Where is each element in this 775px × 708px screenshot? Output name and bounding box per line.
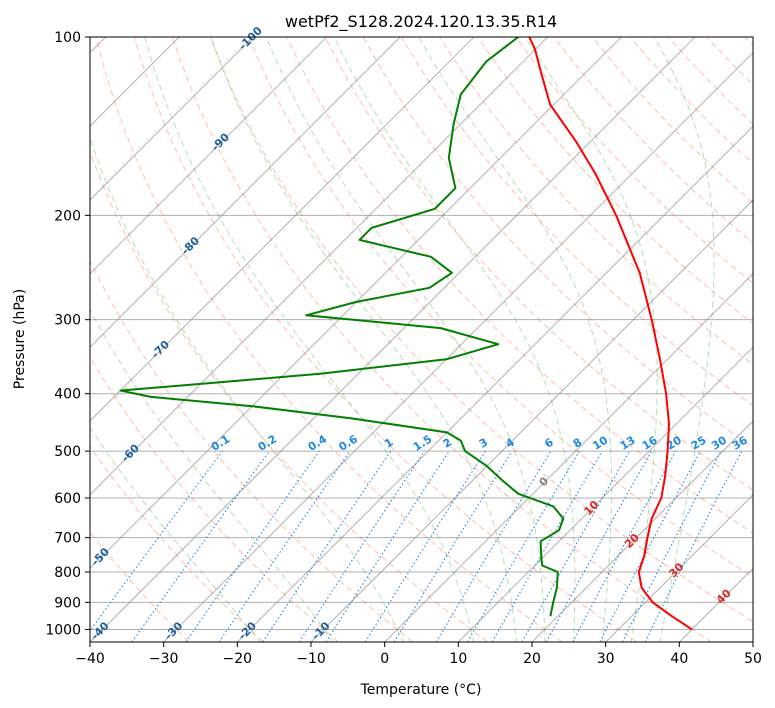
isotherm-line	[90, 37, 327, 275]
x-axis: −40 −30 −20 −10 0 10 20 30 40 50	[75, 642, 762, 667]
x-tick-label: −30	[149, 651, 179, 667]
x-tick-label: 10	[449, 651, 467, 667]
moist-adiabat-line	[90, 308, 333, 642]
reference-lines	[90, 37, 753, 642]
mixing-ratio-line	[262, 450, 392, 642]
isotherm-line	[90, 37, 622, 569]
mixing-ratio-line	[393, 450, 513, 642]
isotherm-line	[90, 37, 401, 348]
isotherm-line	[384, 273, 753, 642]
mixing-ratio-line	[521, 450, 630, 642]
x-tick-label: 30	[597, 651, 615, 667]
y-tick-label: 600	[54, 491, 81, 507]
x-tick-label: 0	[380, 651, 389, 667]
dry-adiabat-line	[90, 259, 414, 642]
mixing-ratio-line	[298, 450, 425, 642]
isotherm-line	[237, 125, 753, 642]
isotherm-line	[163, 52, 753, 642]
mixing-ratio-line	[185, 450, 320, 642]
y-tick-label: 1000	[45, 622, 81, 638]
moist-adiabat-line	[210, 37, 518, 642]
dry-adiabat-line	[286, 37, 753, 534]
dry-adiabat-line	[171, 37, 712, 642]
y-tick-label: 900	[54, 595, 81, 611]
x-axis-label: Temperature (°C)	[360, 682, 482, 698]
moist-adiabat-line	[524, 37, 658, 642]
moist-adiabat-line	[90, 426, 261, 642]
dry-adiabat-line	[133, 37, 638, 642]
y-tick-label: 300	[54, 313, 81, 329]
mixing-ratio-line	[572, 450, 677, 642]
isotherm-line	[458, 346, 753, 642]
isotherm-line	[310, 199, 753, 642]
y-tick-label: 700	[54, 531, 81, 547]
isotherm-line	[531, 420, 753, 642]
moist-adiabat-line	[90, 136, 404, 642]
isotherm-line	[90, 37, 475, 422]
x-tick-label: −20	[223, 651, 253, 667]
dry-adiabat-line	[210, 37, 753, 623]
isotherm-line	[90, 37, 696, 642]
moist-adiabat-line	[333, 37, 576, 642]
moist-adiabat-line	[144, 37, 475, 642]
mixing-ratio-line	[325, 450, 450, 642]
x-tick-label: 20	[523, 651, 541, 667]
dry-adiabat-line	[90, 445, 264, 642]
y-tick-label: 800	[54, 565, 81, 581]
y-axis: 1000 900 800 700 600 500 400 300 200 100	[45, 30, 90, 638]
x-tick-label: 50	[744, 651, 762, 667]
y-axis-label: Pressure (hPa)	[12, 289, 28, 389]
mixing-ratio-line	[90, 450, 223, 632]
mixing-ratio-line	[218, 450, 351, 642]
dewpoint-profile-line	[119, 37, 565, 617]
dry-adiabat-line	[90, 356, 339, 642]
x-tick-label: −10	[296, 651, 326, 667]
series-layer	[119, 37, 693, 631]
chart-title: wetPf2_S128.2024.120.13.35.R14	[285, 12, 557, 32]
mixing-ratio-line	[644, 450, 743, 642]
mixing-ratio-line	[545, 450, 653, 642]
dry-adiabat-line	[324, 37, 753, 491]
isotherm-line	[605, 494, 753, 642]
y-tick-label: 500	[54, 444, 81, 460]
y-tick-label: 200	[54, 208, 81, 224]
dry-adiabat-line	[515, 37, 753, 284]
y-tick-label: 400	[54, 387, 81, 403]
isotherm-line	[90, 37, 254, 201]
dry-adiabat-line	[248, 37, 753, 578]
moist-adiabat-line	[418, 37, 613, 642]
plot-frame	[89, 36, 754, 643]
dry-adiabat-line	[95, 37, 563, 642]
x-tick-label: 40	[670, 651, 688, 667]
x-tick-label: −40	[75, 651, 105, 667]
y-tick-label: 100	[54, 30, 81, 46]
moist-adiabat-line	[265, 37, 546, 642]
moist-adiabat-line	[653, 37, 715, 642]
isotherm-line	[90, 37, 548, 496]
temperature-profile-line	[528, 37, 693, 631]
mixing-ratio-line	[131, 450, 270, 642]
